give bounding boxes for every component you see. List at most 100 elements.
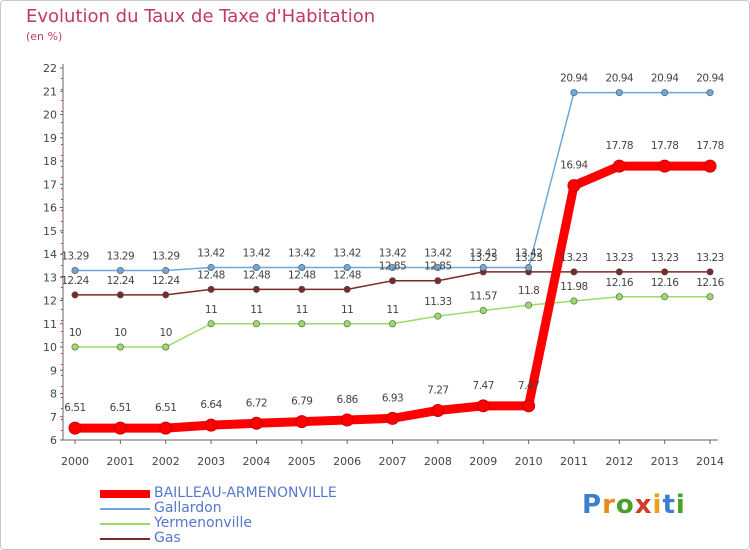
data-label-yermenonville: 11.98 <box>560 281 588 293</box>
x-tick-label: 2011 <box>560 455 588 468</box>
data-point-bailleau <box>68 421 82 435</box>
x-tick-label: 2008 <box>424 455 452 468</box>
chart-series <box>68 89 717 435</box>
data-label-bailleau: 17.78 <box>696 140 724 152</box>
legend-swatch-yermenonville <box>100 523 150 525</box>
data-point-gas <box>389 277 397 285</box>
y-tick-label: 11 <box>43 318 57 331</box>
data-point-bailleau <box>159 421 173 435</box>
logo-letter: t <box>662 490 676 520</box>
data-point-gallardon <box>116 267 124 275</box>
chart-subtitle: (en %) <box>26 30 63 43</box>
legend-label-yermenonville: Yermenonville <box>154 515 252 531</box>
data-point-gas <box>434 277 442 285</box>
chart-axes: 6 7 8 9 10 11 12 13 14 15 16 17 18 19 20 21 22 2000 2001 20… <box>43 62 724 468</box>
data-label-yermenonville: 12.16 <box>606 277 634 289</box>
data-point-gas <box>706 268 714 276</box>
y-tick-label: 12 <box>43 295 57 308</box>
data-label-gas: 12.24 <box>107 275 135 287</box>
data-label-gallardon: 13.29 <box>152 251 180 263</box>
data-point-bailleau <box>295 415 309 429</box>
data-label-yermenonville: 12.16 <box>696 277 724 289</box>
data-point-yermenonville <box>525 301 533 309</box>
x-tick-label: 2006 <box>333 455 361 468</box>
data-point-gallardon <box>207 263 215 271</box>
data-point-yermenonville <box>479 306 487 314</box>
data-point-gallardon <box>570 89 578 97</box>
data-label-gallardon: 20.94 <box>696 73 724 85</box>
legend-label-gas: Gas <box>154 530 181 546</box>
data-point-yermenonville <box>71 343 79 351</box>
data-label-gallardon: 20.94 <box>651 73 679 85</box>
data-label-gas: 12.48 <box>243 269 271 281</box>
logo-letter: o <box>615 490 635 520</box>
x-tick-label: 2002 <box>152 455 180 468</box>
data-point-yermenonville <box>661 293 669 301</box>
data-point-yermenonville <box>343 320 351 328</box>
data-label-gas: 13.23 <box>651 252 679 264</box>
y-tick-label: 14 <box>43 248 57 261</box>
data-point-yermenonville <box>615 293 623 301</box>
data-point-gas <box>570 268 578 276</box>
data-point-gallardon <box>298 263 306 271</box>
y-tick-label: 18 <box>43 155 57 168</box>
data-point-gallardon <box>434 263 442 271</box>
data-point-gas <box>343 285 351 293</box>
x-tick-label: 2010 <box>515 455 543 468</box>
data-label-bailleau: 6.79 <box>291 396 312 408</box>
data-point-yermenonville <box>298 320 306 328</box>
y-tick-label: 6 <box>50 434 57 447</box>
data-label-gas: 13.23 <box>560 252 588 264</box>
data-point-yermenonville <box>706 293 714 301</box>
legend-label-bailleau: BAILLEAU-ARMENONVILLE <box>154 485 337 501</box>
data-label-bailleau: 16.94 <box>560 160 588 172</box>
data-label-gallardon: 13.42 <box>379 247 407 259</box>
data-point-bailleau <box>340 413 354 427</box>
data-point-yermenonville <box>570 297 578 305</box>
data-point-gallardon <box>479 263 487 271</box>
data-point-gas <box>252 285 260 293</box>
data-label-bailleau: 7.27 <box>427 384 448 396</box>
y-tick-label: 20 <box>43 109 57 122</box>
data-label-bailleau: 6.64 <box>200 399 222 411</box>
y-tick-label: 19 <box>43 132 57 145</box>
data-label-gallardon: 13.42 <box>197 247 225 259</box>
y-tick-label: 15 <box>43 225 57 238</box>
x-tick-label: 2003 <box>197 455 225 468</box>
legend-swatch-bailleau <box>100 490 150 498</box>
data-label-bailleau: 7.47 <box>473 380 494 392</box>
data-point-gallardon <box>661 89 669 97</box>
data-label-gallardon: 20.94 <box>560 73 588 85</box>
y-tick-label: 16 <box>43 202 57 215</box>
data-point-gas <box>661 268 669 276</box>
data-label-gallardon: 13.42 <box>333 247 361 259</box>
data-point-gas <box>162 291 170 299</box>
data-label-yermenonville: 11 <box>205 304 217 316</box>
y-tick-label: 7 <box>50 411 57 424</box>
x-tick-label: 2004 <box>242 455 270 468</box>
data-point-bailleau <box>612 159 626 173</box>
data-point-bailleau <box>113 421 127 435</box>
data-point-gallardon <box>71 267 79 275</box>
data-label-yermenonville: 11 <box>386 304 398 316</box>
data-label-yermenonville: 10 <box>69 327 81 339</box>
y-tick-label: 13 <box>43 271 57 284</box>
data-point-yermenonville <box>389 320 397 328</box>
y-tick-label: 17 <box>43 178 57 191</box>
logo-letter: P <box>582 490 603 520</box>
data-point-gas <box>207 285 215 293</box>
data-point-yermenonville <box>162 343 170 351</box>
data-point-yermenonville <box>434 312 442 320</box>
data-point-gallardon <box>615 89 623 97</box>
data-label-gallardon: 13.42 <box>243 247 271 259</box>
data-point-gas <box>615 268 623 276</box>
data-label-bailleau: 6.51 <box>110 402 131 414</box>
data-label-gas: 12.85 <box>379 261 407 273</box>
x-tick-label: 2009 <box>469 455 497 468</box>
data-label-gas: 13.23 <box>515 252 543 264</box>
data-label-yermenonville: 10 <box>114 327 126 339</box>
data-label-gas: 13.23 <box>696 252 724 264</box>
x-tick-label: 2007 <box>379 455 407 468</box>
logo-letter: r <box>602 490 616 520</box>
